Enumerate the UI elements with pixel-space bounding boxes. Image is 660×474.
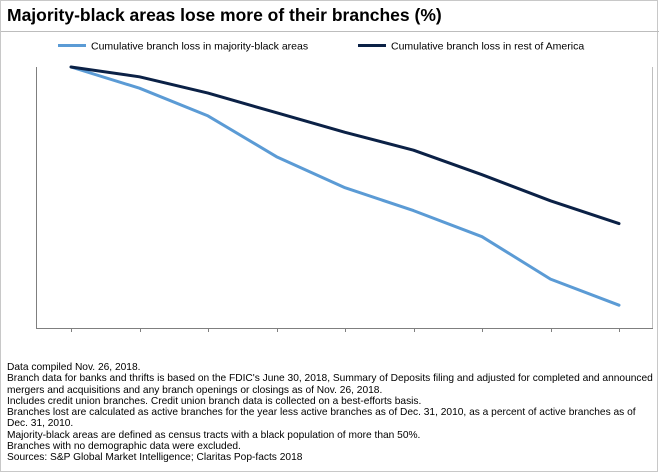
- note-calculation: Branches lost are calculated as active b…: [7, 407, 636, 430]
- note-exclusion: Branches with no demographic data were e…: [7, 441, 241, 453]
- chart-title: Majority-black areas lose more of their …: [7, 5, 442, 25]
- series-line-majority-black: [69, 65, 621, 307]
- note-sources: Sources: S&P Global Market Intelligence;…: [7, 452, 303, 464]
- note-credit-union: Includes credit union branches. Credit u…: [7, 395, 422, 407]
- series-line-rest-of-america: [69, 65, 621, 226]
- title-divider: [1, 31, 659, 32]
- legend-label: Cumulative branch loss in rest of Americ…: [391, 41, 584, 53]
- line-chart: 0-2-4-6-8-10-12-14-162010201120122013201…: [36, 41, 653, 332]
- legend-label: Cumulative branch loss in majority-black…: [91, 41, 308, 53]
- note-definition: Majority-black areas are defined as cens…: [7, 429, 421, 441]
- chart-notes: Data compiled Nov. 26, 2018. Branch data…: [7, 362, 655, 464]
- note-date: Data compiled Nov. 26, 2018.: [7, 362, 141, 373]
- note-branch-data: Branch data for banks and thrifts is bas…: [7, 373, 653, 396]
